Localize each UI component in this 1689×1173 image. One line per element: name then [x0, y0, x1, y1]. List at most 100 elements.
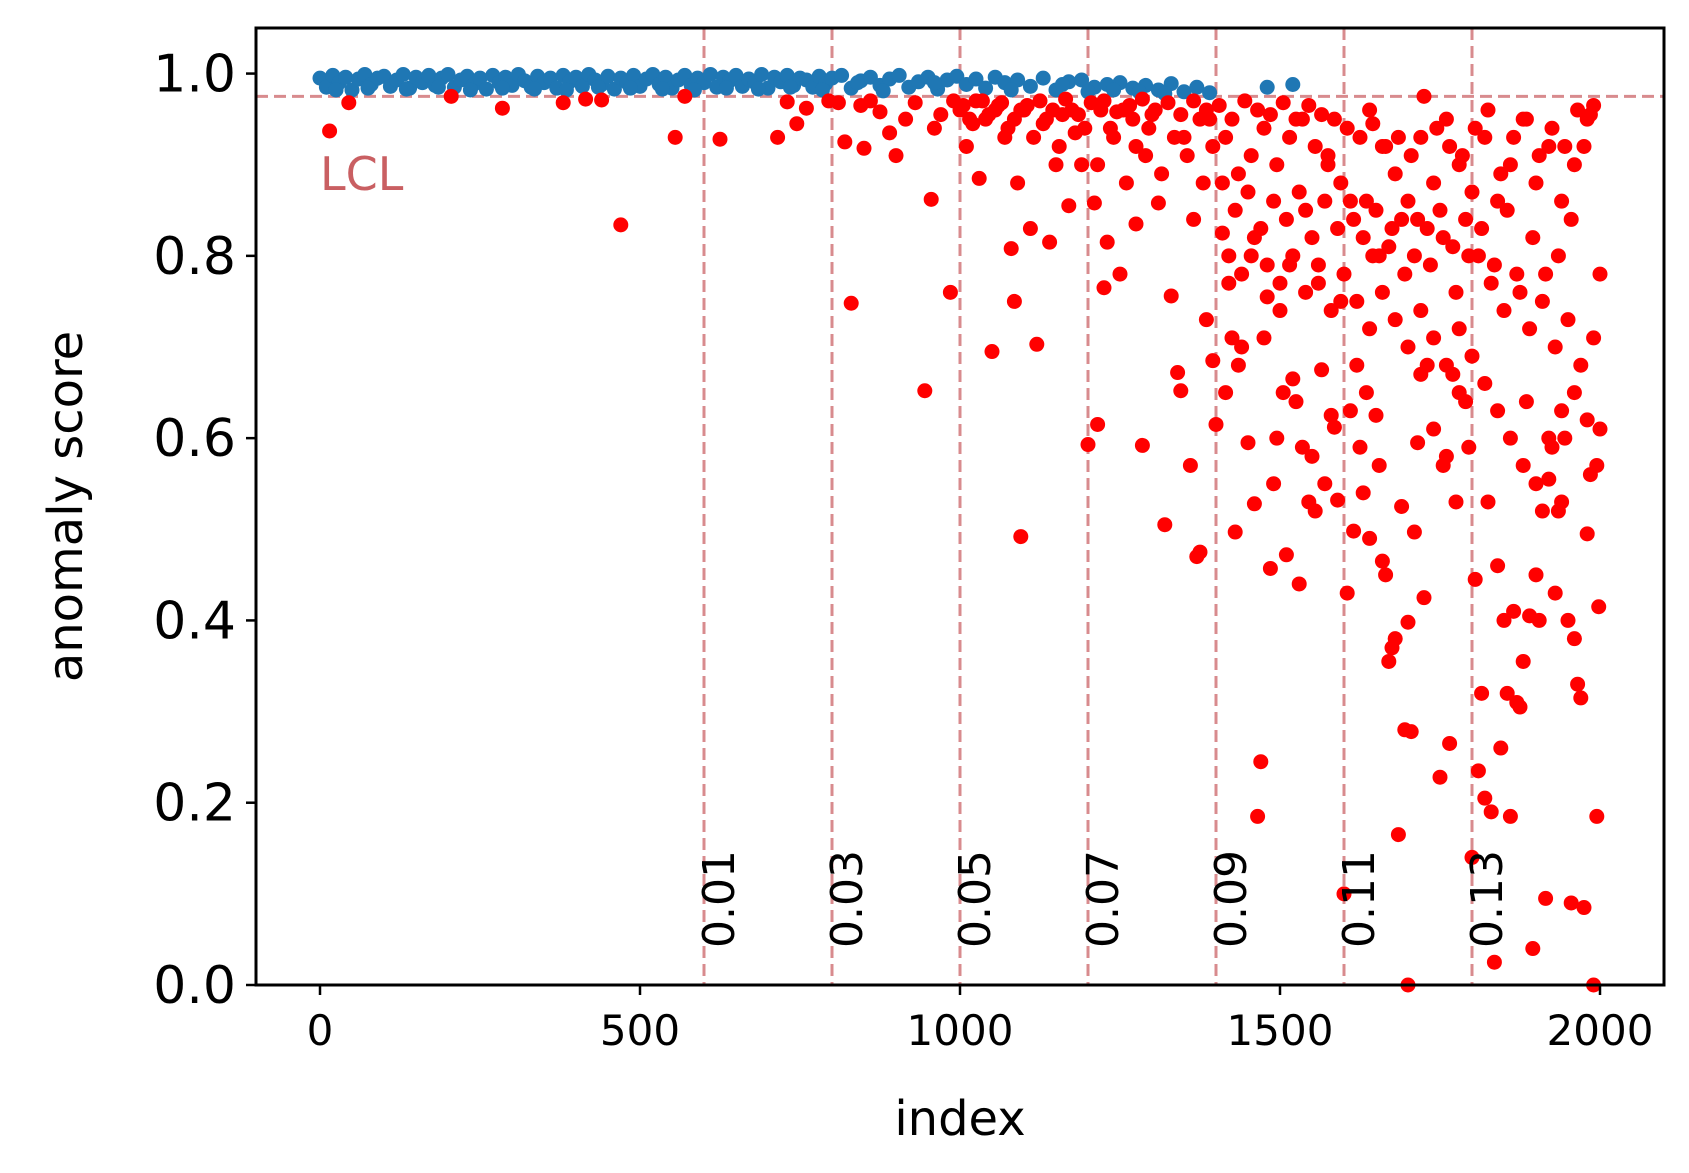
anomaly-point — [1256, 120, 1272, 136]
anomaly-point — [1400, 614, 1416, 630]
normal-point — [472, 70, 488, 86]
anomaly-point — [1221, 248, 1237, 264]
anomaly-point — [677, 88, 693, 104]
anomaly-point — [1464, 348, 1480, 364]
anomaly-point — [1506, 603, 1522, 619]
anomaly-point — [1288, 394, 1304, 410]
normal-point — [1259, 79, 1275, 95]
anomaly-point — [955, 97, 971, 113]
threshold-label: 0.03 — [822, 850, 873, 948]
anomaly-point — [923, 191, 939, 207]
anomaly-point — [1019, 97, 1035, 113]
anomaly-point — [1442, 138, 1458, 154]
anomaly-point — [1378, 138, 1394, 154]
anomaly-point — [1413, 129, 1429, 145]
normal-point — [590, 79, 606, 95]
anomaly-point — [843, 295, 859, 311]
anomaly-point — [1182, 457, 1198, 473]
threshold-label: 0.05 — [950, 850, 1001, 948]
anomaly-point — [1269, 157, 1285, 173]
anomaly-point — [1262, 107, 1278, 123]
anomaly-point — [942, 284, 958, 300]
anomaly-point — [1490, 193, 1506, 209]
normal-point — [558, 82, 574, 98]
anomaly-point — [1234, 266, 1250, 282]
anomaly-point — [1278, 547, 1294, 563]
anomaly-point — [1307, 138, 1323, 154]
normal-point — [494, 80, 510, 96]
normal-point — [338, 69, 354, 85]
anomaly-point — [1307, 503, 1323, 519]
anomaly-point — [1010, 175, 1026, 191]
normal-point — [750, 81, 766, 97]
anomaly-point — [1006, 293, 1022, 309]
anomaly-point — [1496, 303, 1512, 319]
anomaly-point — [1528, 567, 1544, 583]
anomaly-point — [1541, 430, 1557, 446]
threshold-label: 0.09 — [1206, 850, 1257, 948]
anomaly-point — [1154, 166, 1170, 182]
anomaly-point — [907, 95, 923, 111]
anomaly-point — [322, 123, 338, 139]
normal-point — [728, 67, 744, 83]
anomaly-point — [1240, 435, 1256, 451]
anomaly-point — [1410, 211, 1426, 227]
anomaly-point — [1346, 211, 1362, 227]
normal-point — [782, 79, 798, 95]
anomaly-point — [837, 134, 853, 150]
anomaly-point — [712, 131, 728, 147]
anomaly-point — [1256, 330, 1272, 346]
anomaly-point — [1566, 157, 1582, 173]
anomaly-point — [917, 383, 933, 399]
anomaly-point — [968, 93, 984, 109]
anomaly-point — [1576, 138, 1592, 154]
anomaly-point — [1464, 184, 1480, 200]
anomaly-point — [1342, 193, 1358, 209]
anomaly-point — [1579, 412, 1595, 428]
y-tick-label: 0.2 — [153, 774, 236, 834]
anomaly-point — [1579, 526, 1595, 542]
anomaly-point — [1336, 266, 1352, 282]
normal-point — [1003, 82, 1019, 98]
anomaly-point — [1470, 248, 1486, 264]
anomaly-point — [1291, 576, 1307, 592]
anomaly-point — [1419, 221, 1435, 237]
normal-point — [398, 81, 414, 97]
anomaly-point — [933, 107, 949, 123]
anomaly-point — [1582, 107, 1598, 123]
anomaly-point — [1426, 175, 1442, 191]
normal-point — [622, 80, 638, 96]
anomaly-point — [1387, 312, 1403, 328]
x-tick-label: 500 — [600, 1006, 680, 1055]
anomaly-point — [1230, 357, 1246, 373]
anomaly-point — [341, 95, 357, 111]
anomaly-point — [1262, 560, 1278, 576]
anomaly-point — [1448, 284, 1464, 300]
anomaly-point — [1006, 111, 1022, 127]
anomaly-point — [494, 100, 510, 116]
anomaly-point — [1422, 257, 1438, 273]
anomaly-point — [1221, 275, 1237, 291]
threshold-label: 0.11 — [1334, 850, 1385, 948]
anomaly-point — [1230, 166, 1246, 182]
anomaly-point — [1413, 303, 1429, 319]
anomaly-point — [1512, 699, 1528, 715]
anomaly-point — [1320, 148, 1336, 164]
anomaly-point — [1458, 211, 1474, 227]
anomaly-point — [1051, 138, 1067, 154]
anomaly-point — [1397, 266, 1413, 282]
anomaly-point — [1518, 111, 1534, 127]
anomaly-point — [1333, 175, 1349, 191]
anomaly-point — [1496, 612, 1512, 628]
anomaly-point — [981, 107, 997, 123]
anomaly-point — [1451, 321, 1467, 337]
anomaly-point — [1474, 685, 1490, 701]
x-tick-label: 0 — [307, 1006, 334, 1055]
anomaly-point — [1474, 221, 1490, 237]
normal-point — [462, 82, 478, 98]
anomaly-point — [1179, 148, 1195, 164]
anomaly-point — [1486, 257, 1502, 273]
threshold-label: 0.07 — [1078, 850, 1129, 948]
anomaly-point — [1042, 234, 1058, 250]
